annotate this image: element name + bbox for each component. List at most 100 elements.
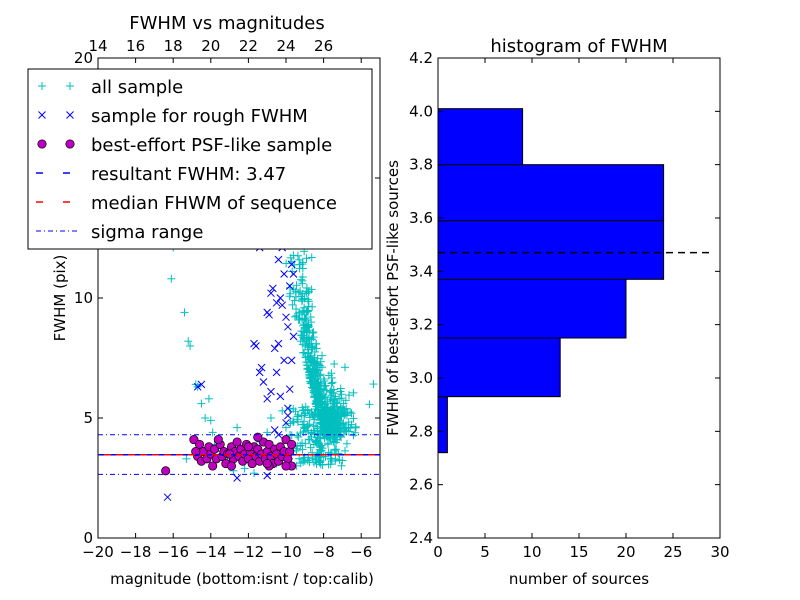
legend-entry-resultant: resultant FWHM: 3.47 [91, 164, 286, 185]
legend-marker-rough-sample [38, 111, 46, 119]
all-sample-point [299, 321, 308, 330]
all-sample-point [298, 295, 307, 304]
all-sample-point [310, 347, 319, 356]
rough-sample-point [263, 394, 272, 403]
all-sample-point [295, 454, 304, 463]
histogram-x-tick-label: 20 [616, 543, 635, 561]
all-sample-point [308, 328, 317, 337]
all-sample-point [288, 267, 297, 276]
scatter-legend: all sample sample for rough FWHM best-ef… [27, 68, 373, 250]
rough-sample-point [274, 255, 283, 264]
psf-sample-point [232, 437, 242, 447]
all-sample-point [233, 423, 242, 432]
all-sample-point [297, 331, 306, 340]
all-sample-point [342, 439, 351, 448]
histogram-y-tick-label: 2.4 [409, 529, 433, 547]
all-sample-point [303, 307, 312, 316]
all-sample-point [316, 398, 325, 407]
psf-sample-point [161, 466, 171, 476]
all-sample-point [288, 417, 297, 426]
all-sample-point [312, 344, 321, 353]
histogram-x-tick-label: 5 [480, 543, 490, 561]
histogram-panel: histogram of FWHM 0 5 10 15 20 25 30 2.4 2.6 2.8… [384, 36, 730, 588]
all-sample-point [326, 395, 335, 404]
scatter-panel: FWHM vs magnitudes −20 −18 −16 −14 −12 −10 −8−… [27, 13, 381, 588]
all-sample-point [293, 431, 302, 440]
rough-sample-point [263, 471, 272, 480]
all-sample-point [335, 455, 344, 464]
all-sample-point [346, 424, 355, 433]
rough-sample-point [274, 339, 283, 348]
all-sample-point [311, 436, 320, 445]
scatter-x-tick-label: −18 [120, 543, 152, 561]
rough-sample-point [287, 356, 296, 365]
all-sample-point [332, 407, 341, 416]
all-sample-point [204, 394, 213, 403]
all-sample-point [312, 460, 321, 469]
all-sample-point [341, 427, 350, 436]
all-sample-point [317, 441, 326, 450]
psf-sample-point [243, 442, 253, 452]
all-sample-point [300, 334, 309, 343]
histogram-title: histogram of FWHM [490, 36, 667, 57]
all-sample-point [314, 430, 323, 439]
psf-sample-point [253, 432, 263, 442]
legend-marker-psf-sample [65, 139, 75, 149]
all-sample-point [299, 420, 308, 429]
all-sample-point [337, 394, 346, 403]
all-sample-point [303, 422, 312, 431]
all-sample-point [266, 414, 275, 422]
scatter-x-tick-label: −10 [270, 543, 302, 561]
all-sample-point [301, 314, 310, 323]
all-sample-point [323, 421, 332, 430]
rough-sample-point [282, 418, 290, 427]
all-sample-point [313, 380, 322, 389]
all-sample-point [342, 411, 351, 420]
scatter-top-tick-label: 20 [201, 37, 220, 55]
all-sample-point [365, 400, 374, 409]
all-sample-point [250, 469, 259, 478]
all-sample-point [201, 414, 210, 422]
rough-sample-point [276, 294, 285, 302]
rough-sample-point [284, 322, 292, 331]
scatter-top-tick-label: 16 [126, 37, 145, 55]
rough-sample-point [257, 363, 266, 372]
all-sample-point [330, 359, 339, 368]
scatter-y-tick-label: 0 [83, 529, 93, 547]
all-sample-point [317, 412, 326, 421]
all-sample-point [285, 404, 294, 413]
all-sample-point [340, 363, 349, 372]
psf-sample-point [213, 435, 223, 445]
all-sample-point [302, 287, 311, 296]
rough-sample-point [285, 282, 294, 290]
histogram-y-tick-label: 3.8 [409, 156, 433, 174]
legend-marker-rough-sample [66, 111, 74, 119]
all-sample-point [312, 339, 321, 348]
psf-sample-point [208, 461, 218, 471]
all-sample-point [330, 446, 339, 455]
histogram-bar [437, 278, 627, 339]
scatter-x-label: magnitude (bottom:isnt / top:calib) [110, 570, 374, 588]
all-sample-point [308, 302, 317, 311]
histogram-y-tick-label: 3.0 [409, 369, 433, 387]
rough-sample-point [252, 342, 260, 350]
rough-sample-point [268, 284, 277, 293]
all-sample-point [240, 464, 249, 473]
all-sample-point [306, 443, 315, 452]
histogram-x-ticks: 0 5 10 15 20 25 30 [433, 58, 730, 561]
all-sample-point [309, 328, 318, 337]
all-sample-point [197, 399, 206, 408]
histogram-x-tick-label: 10 [522, 543, 541, 561]
all-sample-point [301, 323, 310, 332]
all-sample-point [307, 335, 316, 344]
all-sample-point [322, 415, 331, 424]
psf-sample-point [191, 447, 201, 457]
scatter-x-tick-label: −14 [195, 543, 227, 561]
all-sample-point [293, 415, 302, 424]
all-sample-point [315, 392, 324, 401]
all-sample-point [298, 439, 307, 448]
scatter-x-tick-label: −12 [233, 543, 265, 561]
rough-sample-point [289, 332, 298, 341]
all-sample-point [291, 287, 300, 296]
scatter-y-tick-label: 10 [74, 289, 93, 307]
